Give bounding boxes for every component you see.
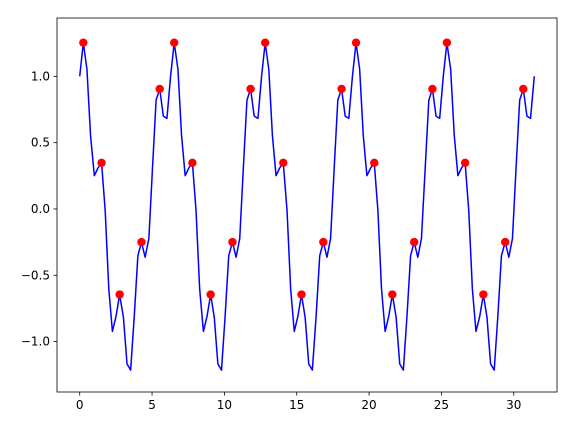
y-tick-label: 1.0 bbox=[31, 69, 50, 83]
scatter-point bbox=[228, 237, 237, 247]
y-tick-label: −1.0 bbox=[21, 335, 50, 349]
line bbox=[78, 41, 536, 371]
scatter-point bbox=[246, 84, 255, 94]
y-tick-label: 0.0 bbox=[31, 202, 50, 216]
scatter-point bbox=[388, 290, 397, 299]
scatter-point bbox=[206, 290, 215, 299]
x-tick-label: 10 bbox=[217, 398, 232, 412]
scatter-point bbox=[428, 84, 437, 94]
scatter-point bbox=[115, 290, 124, 299]
scatter-point bbox=[479, 290, 488, 299]
x-tick-label: 25 bbox=[434, 398, 449, 412]
scatter-point bbox=[519, 84, 528, 94]
scatter-point bbox=[97, 158, 106, 168]
scatter-point bbox=[460, 158, 470, 168]
x-tick-label: 5 bbox=[148, 398, 156, 412]
x-tick-label: 30 bbox=[506, 398, 521, 412]
scatter-point bbox=[410, 237, 419, 247]
scatter-point bbox=[260, 38, 270, 47]
scatter-point bbox=[188, 158, 197, 168]
plot-frame bbox=[56, 17, 558, 393]
scatter-point bbox=[297, 290, 306, 299]
scatter-point bbox=[501, 237, 510, 247]
y-tick-label: −0.5 bbox=[21, 268, 50, 282]
scatter-point bbox=[442, 38, 452, 47]
scatter-point bbox=[279, 158, 288, 168]
scatter-point bbox=[351, 38, 361, 47]
scatter-point bbox=[79, 38, 88, 47]
scatter-point bbox=[155, 84, 164, 94]
scatter-point bbox=[137, 237, 146, 247]
x-tick-label: 20 bbox=[361, 398, 376, 412]
x-tick-label: 0 bbox=[76, 398, 84, 412]
scatter-point bbox=[337, 84, 346, 94]
scatter-point bbox=[169, 38, 179, 47]
y-tick-label: 0.5 bbox=[31, 136, 50, 150]
scatter-point bbox=[370, 158, 379, 168]
x-tick-label: 15 bbox=[289, 398, 304, 412]
scatter-point bbox=[319, 237, 328, 247]
